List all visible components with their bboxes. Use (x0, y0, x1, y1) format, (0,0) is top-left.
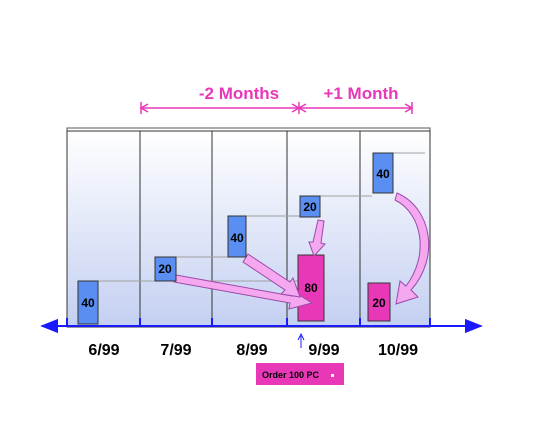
demand-value-10-99: 40 (376, 167, 390, 181)
plus-one-month-label: +1 Month (323, 84, 398, 103)
demand-value-6-99: 40 (81, 296, 95, 310)
order-note-text: Order 100 PC (262, 370, 320, 380)
month-label-6-99: 6/99 (88, 342, 119, 359)
arrow-10-curve (394, 192, 430, 305)
demand-box-9-99 (299, 195, 321, 218)
demand-box-7-99 (154, 256, 177, 282)
month-label-8-99: 8/99 (236, 342, 267, 359)
month-label-7-99: 7/99 (160, 342, 191, 359)
order-box-9-99 (297, 254, 325, 322)
order-value-9-99: 80 (304, 281, 318, 295)
order-note-dot (331, 374, 334, 377)
order-note-box (256, 363, 344, 385)
order-value-10-99: 20 (372, 296, 386, 310)
demand-value-7-99: 20 (158, 262, 172, 276)
demand-value-8-99: 40 (230, 231, 244, 245)
arrow-9-down (308, 219, 326, 257)
month-label-9-99: 9/99 (308, 342, 339, 359)
axis-ticks (66, 318, 431, 326)
demand-box-10-99 (372, 152, 394, 194)
demand-box-8-99 (227, 215, 247, 258)
month-label-10-99: 10/99 (378, 342, 418, 359)
arrow-8-to-9 (242, 253, 301, 298)
range-bracket (139, 102, 414, 114)
flow-arrows (173, 192, 430, 310)
minus-two-months-label: -2 Months (199, 84, 279, 103)
demand-value-9-99: 20 (303, 200, 317, 214)
order-marker-arrow (297, 332, 305, 348)
panel-7-99 (139, 130, 213, 328)
